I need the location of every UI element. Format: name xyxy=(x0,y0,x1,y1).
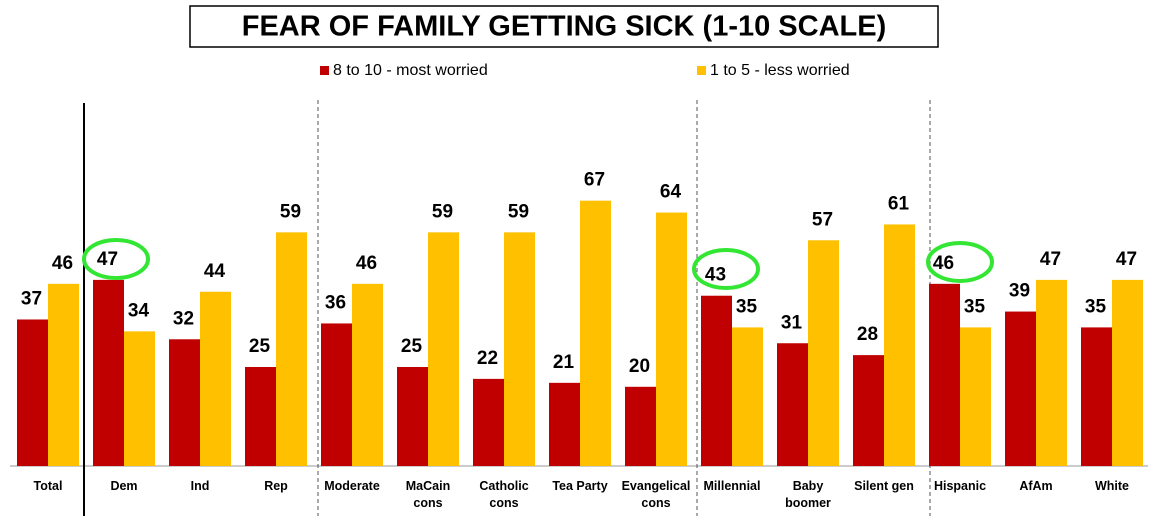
bar xyxy=(701,295,732,466)
x-tick-label: Total xyxy=(33,479,63,493)
x-tick-label: Baby boomer xyxy=(785,479,831,510)
chart-title: FEAR OF FAMILY GETTING SICK (1-10 SCALE) xyxy=(242,11,887,43)
bar xyxy=(504,232,535,466)
bar xyxy=(48,283,79,466)
bar xyxy=(808,240,839,466)
bar xyxy=(1036,279,1067,466)
data-label: 46 xyxy=(933,253,954,274)
x-tick-label: Catholic cons xyxy=(479,479,529,510)
bar xyxy=(352,283,383,466)
data-label: 28 xyxy=(857,324,878,345)
bar xyxy=(473,378,504,466)
data-label: 20 xyxy=(629,356,650,377)
bar xyxy=(853,355,884,466)
data-label: 43 xyxy=(705,265,726,286)
data-label: 59 xyxy=(432,201,453,222)
data-label: 44 xyxy=(204,261,226,282)
highlight xyxy=(82,238,150,280)
bar xyxy=(732,327,763,466)
data-label: 46 xyxy=(52,253,73,274)
legend-label: 8 to 10 - most worried xyxy=(333,62,488,79)
data-label: 22 xyxy=(477,348,498,369)
x-tick-label: Hispanic xyxy=(933,479,987,493)
legend-swatch xyxy=(320,66,329,75)
data-label: 37 xyxy=(21,288,42,309)
data-label: 67 xyxy=(584,170,605,191)
bar xyxy=(960,327,991,466)
data-label: 57 xyxy=(812,209,833,230)
data-label: 25 xyxy=(401,336,423,357)
bar xyxy=(1081,327,1112,466)
highlight xyxy=(926,241,994,283)
data-label: 21 xyxy=(553,352,575,373)
data-label: 47 xyxy=(97,249,118,270)
data-label: 59 xyxy=(508,201,529,222)
data-label: 59 xyxy=(280,201,301,222)
bar xyxy=(884,224,915,466)
data-label: 34 xyxy=(128,300,150,321)
bar xyxy=(200,291,231,466)
bar xyxy=(93,279,124,466)
data-label: 46 xyxy=(356,253,377,274)
data-label: 61 xyxy=(888,193,910,214)
data-label: 39 xyxy=(1009,281,1030,302)
data-label: 64 xyxy=(660,182,682,203)
bar xyxy=(124,331,155,466)
data-label: 47 xyxy=(1040,249,1061,270)
bar xyxy=(321,323,352,466)
x-tick-label: Silent gen xyxy=(854,479,914,493)
x-tick-label: MaCain cons xyxy=(405,479,451,510)
x-tick-label: Dem xyxy=(110,479,138,493)
bar xyxy=(549,382,580,466)
bar xyxy=(777,343,808,466)
legend-swatch xyxy=(697,66,706,75)
bar xyxy=(428,232,459,466)
data-label: 35 xyxy=(964,296,986,317)
x-tick-label: Moderate xyxy=(324,479,380,493)
data-label: 47 xyxy=(1116,249,1137,270)
bar xyxy=(276,232,307,466)
highlight xyxy=(692,248,760,290)
bar xyxy=(1005,311,1036,466)
x-tick-label: AfAm xyxy=(1019,479,1053,493)
bar xyxy=(656,212,687,466)
x-tick-label: Evangelical cons xyxy=(621,479,691,510)
x-tick-label: Ind xyxy=(190,479,210,493)
bar xyxy=(397,367,428,466)
bar xyxy=(1112,279,1143,466)
bar xyxy=(17,319,48,466)
bar xyxy=(625,386,656,466)
x-tick-label: Tea Party xyxy=(552,479,608,493)
x-tick-label: Rep xyxy=(264,479,288,493)
title-box xyxy=(189,5,939,48)
data-label: 35 xyxy=(736,296,758,317)
data-label: 35 xyxy=(1085,296,1107,317)
data-label: 36 xyxy=(325,292,346,313)
data-label: 31 xyxy=(781,312,803,333)
legend-label: 1 to 5 - less worried xyxy=(710,62,850,79)
bar xyxy=(929,283,960,466)
x-tick-label: White xyxy=(1094,479,1130,493)
data-label: 25 xyxy=(249,336,271,357)
bar xyxy=(580,200,611,466)
x-tick-label: Millennial xyxy=(703,479,761,493)
bar xyxy=(169,339,200,466)
bar xyxy=(245,367,276,466)
data-label: 32 xyxy=(173,308,194,329)
